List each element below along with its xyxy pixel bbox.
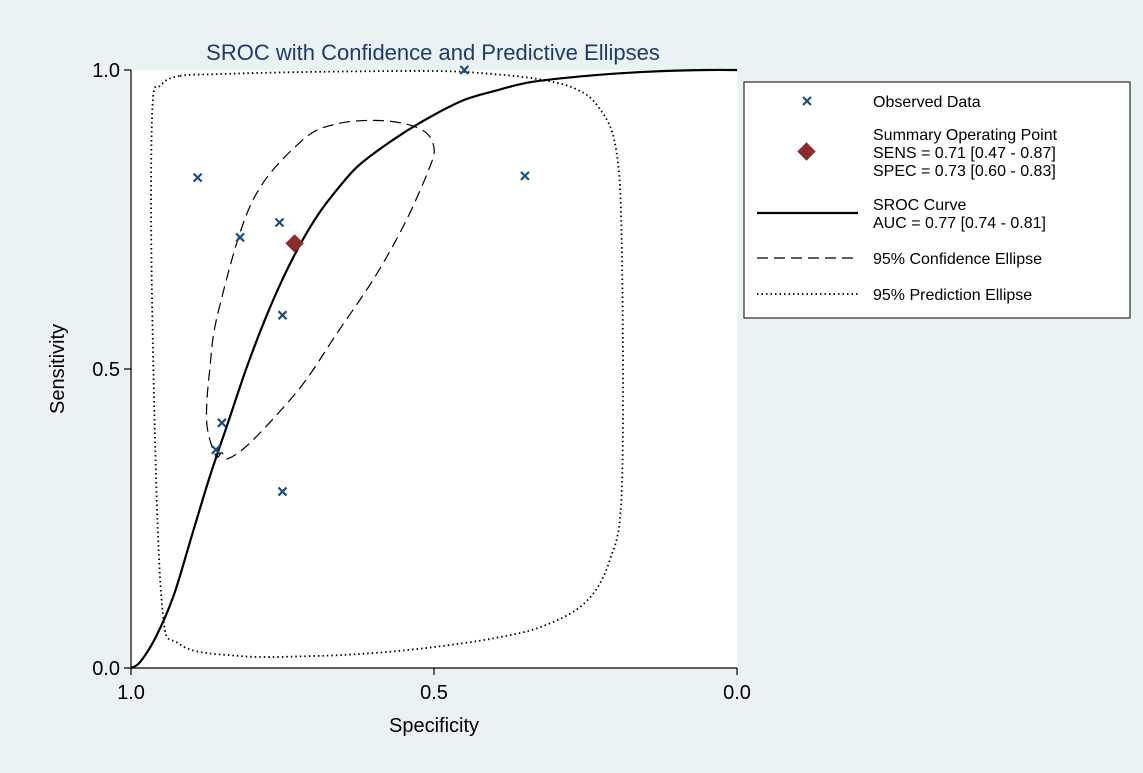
y-tick-label: 1.0	[92, 60, 120, 82]
observed-point	[277, 310, 288, 320]
legend-sroc-auc: AUC = 0.77 [0.74 - 0.81]	[873, 215, 1046, 232]
sroc-curve	[130, 68, 738, 669]
axis-ticks: 1.0 0.5 0.0 0.0 0.5 1.0	[92, 60, 751, 704]
x-tick-label: 0.0	[723, 682, 751, 704]
observed-point	[274, 217, 285, 228]
observed-point	[217, 418, 227, 428]
legend-confidence-label: 95% Confidence Ellipse	[873, 251, 1042, 268]
legend-summary-marker	[797, 142, 816, 161]
legend-summary-spec: SPEC = 0.73 [0.60 - 0.83]	[873, 163, 1056, 180]
legend-observed-marker	[802, 96, 812, 106]
summary-point	[285, 234, 304, 253]
observed-point	[277, 486, 288, 497]
observed-point	[192, 172, 203, 183]
x-tick-label: 0.5	[420, 682, 448, 704]
observed-point	[235, 232, 245, 243]
x-axis-label: Specificity	[389, 715, 479, 737]
observed-point	[459, 65, 470, 75]
legend-summary-title: Summary Operating Point	[873, 127, 1058, 144]
prediction-ellipse	[150, 70, 624, 658]
chart-title: SROC with Confidence and Predictive Elli…	[206, 40, 660, 65]
legend: Observed Data Summary Operating Point SE…	[743, 81, 1131, 319]
confidence-ellipse	[205, 119, 435, 460]
plot-area	[131, 70, 737, 668]
x-tick-label: 1.0	[117, 682, 145, 704]
legend-box	[743, 81, 1131, 319]
y-tick-label: 0.0	[92, 658, 120, 680]
legend-prediction-label: 95% Prediction Ellipse	[873, 287, 1032, 304]
legend-summary-sens: SENS = 0.71 [0.47 - 0.87]	[873, 145, 1056, 162]
legend-sroc-title: SROC Curve	[873, 197, 966, 214]
y-axis-label: Sensitivity	[47, 324, 69, 414]
observed-point	[520, 171, 530, 181]
y-tick-label: 0.5	[92, 359, 120, 381]
plot-layer	[130, 65, 738, 669]
legend-observed-label: Observed Data	[873, 94, 981, 111]
observed-point	[211, 444, 221, 455]
